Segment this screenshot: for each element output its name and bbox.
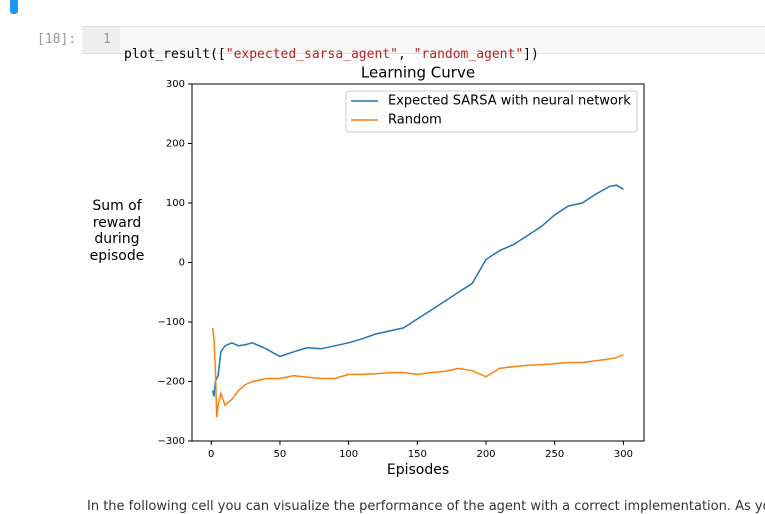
legend-label: Expected SARSA with neural network	[388, 94, 631, 109]
prev-text: measure.	[87, 0, 148, 4]
gutter	[82, 27, 120, 53]
x-tick-label: 300	[614, 449, 633, 460]
y-tick-label: 100	[166, 198, 185, 209]
code-token: plot_result([	[124, 47, 226, 62]
line-number: 1	[103, 32, 111, 47]
x-tick-label: 200	[476, 449, 495, 460]
plot-frame	[191, 83, 645, 442]
x-tick-label: 150	[408, 449, 427, 460]
code-string: "random_agent"	[413, 47, 524, 62]
x-tick-label: 50	[274, 449, 287, 460]
y-tick-label: 200	[166, 139, 185, 150]
x-tick-label: 0	[208, 449, 214, 460]
x-tick-label: 250	[545, 449, 564, 460]
y-tick-label: −100	[158, 317, 185, 328]
code-token: ])	[523, 47, 539, 62]
chart-title: Learning Curve	[361, 64, 475, 82]
y-axis-label: Sum of reward during episode	[89, 198, 145, 264]
y-tick-label: 300	[166, 79, 185, 90]
y-tick-label: −200	[158, 377, 185, 388]
y-tick-label: −300	[158, 436, 185, 447]
code-token: ,	[397, 47, 414, 62]
series-line	[211, 327, 624, 418]
next-text: In the following cell you can visualize …	[87, 499, 765, 514]
code-line: plot_result(["expected_sarsa_agent", "ra…	[124, 32, 539, 62]
series-line	[211, 184, 624, 397]
x-tick-label: 100	[339, 449, 358, 460]
x-axis-label: Episodes	[387, 462, 449, 478]
legend-label: Random	[388, 113, 442, 128]
cell-indicator	[10, 0, 18, 14]
code-cell[interactable]	[82, 26, 765, 54]
prompt: [18]:	[37, 32, 77, 47]
y-tick-label: 0	[179, 258, 185, 269]
code-string: "expected_sarsa_agent"	[225, 47, 398, 62]
legend-box	[345, 90, 638, 133]
